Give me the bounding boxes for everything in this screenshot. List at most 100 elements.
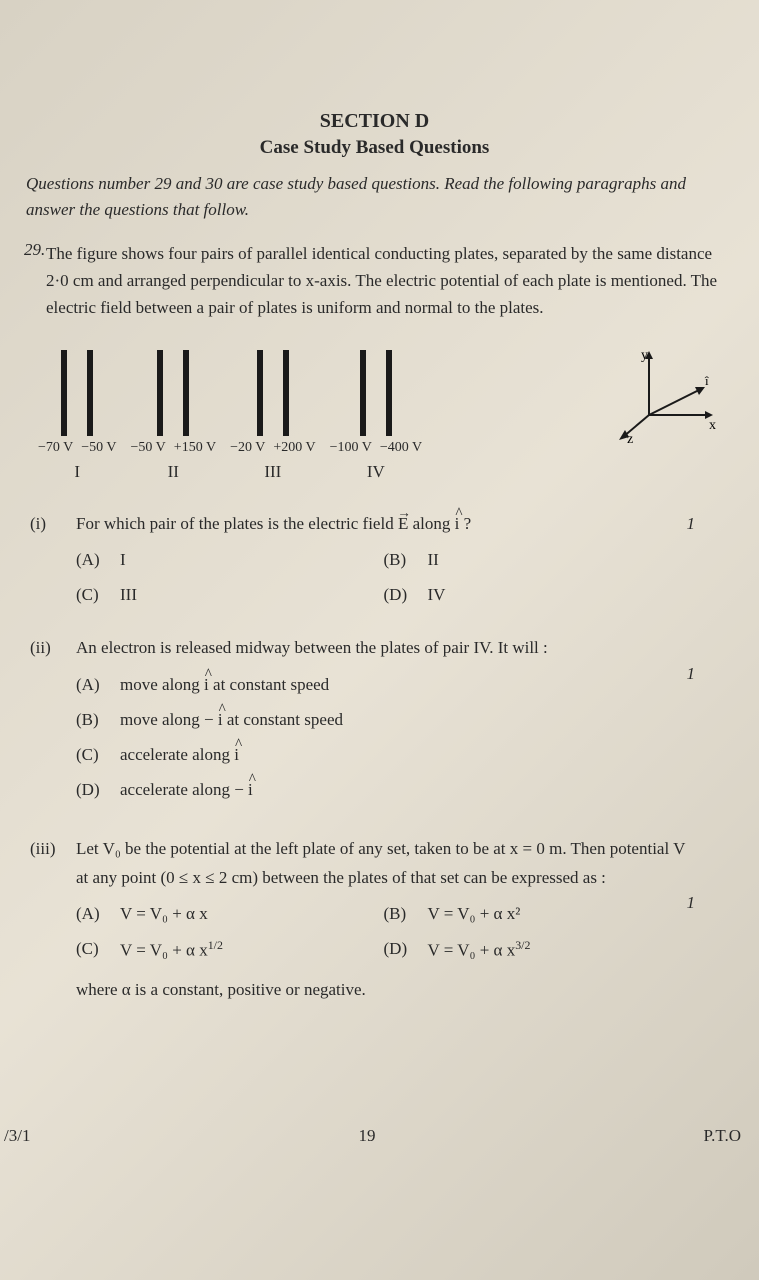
option-letter: (B) [384, 546, 414, 575]
option-text: accelerate along − [120, 780, 248, 799]
page-number: 19 [358, 1126, 375, 1146]
axis-z-label: z [627, 432, 633, 445]
marks: 1 [687, 510, 696, 539]
sub-question-iii: (iii) Let V₀ be the potential at the lef… [20, 835, 729, 1005]
option-letter: (D) [384, 935, 414, 966]
option-c: (C) accelerate along i [76, 741, 691, 770]
sub-question-ii: (ii) An electron is released midway betw… [20, 634, 729, 810]
voltage-label: +150 V [174, 440, 216, 456]
footer-right: P.T.O [704, 1126, 741, 1146]
unit-i: i [204, 675, 209, 694]
plate [157, 350, 163, 436]
option-text: III [120, 581, 137, 610]
plates-diagram: −70 V −50 V I −50 V +150 V II −20 V +200 V … [20, 338, 729, 488]
option-text: II [428, 546, 439, 575]
q-text: ? [464, 514, 472, 533]
unit-i: i [218, 710, 223, 729]
option-text: at constant speed [223, 710, 343, 729]
option-sup: 3/2 [515, 938, 530, 952]
plate [257, 350, 263, 436]
pair-1: −70 V −50 V I [38, 344, 117, 482]
option-letter: (C) [76, 935, 106, 966]
plate [183, 350, 189, 436]
option-a: (A) I [76, 546, 384, 575]
option-c: (C) III [76, 581, 384, 610]
option-text: IV [428, 581, 446, 610]
option-letter: (D) [76, 776, 106, 805]
axis-x-label: x [709, 418, 716, 433]
option-letter: (A) [76, 900, 106, 929]
coordinate-axes: y x î z [609, 345, 719, 450]
option-c: (C) V = V₀ + α x1/2 [76, 935, 384, 966]
section-title: SECTION D [20, 110, 729, 133]
pair-label: III [264, 462, 281, 482]
voltage-label: −100 V [330, 440, 372, 456]
page-footer: /3/1 19 P.T.O [0, 1126, 759, 1146]
option-sup: 1/2 [208, 938, 223, 952]
voltage-label: +200 V [273, 440, 315, 456]
pair-label: I [74, 462, 80, 482]
q-text: Let V₀ be the potential at the left plat… [76, 839, 685, 887]
option-text: I [120, 546, 126, 575]
footer-left: /3/1 [4, 1126, 30, 1146]
pair-label: II [168, 462, 179, 482]
plate [87, 350, 93, 436]
pair-label: IV [367, 462, 385, 482]
option-text: move along − [120, 710, 218, 729]
sub-question-i: (i) For which pair of the plates is the … [20, 510, 729, 611]
marks: 1 [687, 889, 696, 918]
q-text: For which pair of the plates is the elec… [76, 514, 398, 533]
option-text: V = V₀ + α x² [428, 900, 521, 929]
option-text: at constant speed [209, 675, 329, 694]
option-b: (B) II [384, 546, 692, 575]
unit-i: i [455, 514, 460, 533]
sub-number: (ii) [30, 634, 76, 810]
option-text: accelerate along [120, 745, 234, 764]
q-text: An electron is released midway between t… [76, 638, 548, 657]
sub-number: (i) [30, 510, 76, 611]
voltage-label: −50 V [131, 440, 166, 456]
plate [283, 350, 289, 436]
unit-i: i [248, 780, 253, 799]
unit-i: i [234, 745, 239, 764]
instruction-text: Questions number 29 and 30 are case stud… [20, 171, 729, 222]
option-letter: (B) [76, 706, 106, 735]
q-text: along [413, 514, 455, 533]
option-letter: (A) [76, 671, 106, 700]
option-a: (A) V = V₀ + α x [76, 900, 384, 929]
pair-2: −50 V +150 V II [131, 344, 217, 482]
option-b: (B) V = V₀ + α x² [384, 900, 692, 929]
option-letter: (C) [76, 741, 106, 770]
option-letter: (C) [76, 581, 106, 610]
axis-y-label: y [641, 348, 648, 363]
pair-4: −100 V −400 V IV [330, 344, 423, 482]
option-text: V = V₀ + α x [428, 941, 516, 960]
question-number: 29. [24, 240, 45, 260]
pair-3: −20 V +200 V III [230, 344, 316, 482]
voltage-label: −50 V [81, 440, 116, 456]
plate [386, 350, 392, 436]
section-subtitle: Case Study Based Questions [20, 137, 729, 159]
option-letter: (B) [384, 900, 414, 929]
sub-number: (iii) [30, 835, 76, 1005]
option-d: (D) V = V₀ + α x3/2 [384, 935, 692, 966]
vector-E: E [398, 514, 408, 533]
option-b: (B) move along − i at constant speed [76, 706, 691, 735]
option-d: (D) IV [384, 581, 692, 610]
option-text: V = V₀ + α x [120, 941, 208, 960]
option-letter: (D) [384, 581, 414, 610]
question-text: The figure shows four pairs of parallel … [20, 240, 729, 322]
option-d: (D) accelerate along − i [76, 776, 691, 805]
option-a: (A) move along i at constant speed [76, 671, 691, 700]
option-text: move along [120, 675, 204, 694]
plate [61, 350, 67, 436]
voltage-label: −400 V [380, 440, 422, 456]
note-text: where α is a constant, positive or negat… [76, 976, 691, 1005]
axis-i-label: î [704, 373, 709, 388]
option-text: V = V₀ + α x [120, 900, 208, 929]
plate [360, 350, 366, 436]
voltage-label: −20 V [230, 440, 265, 456]
option-letter: (A) [76, 546, 106, 575]
voltage-label: −70 V [38, 440, 73, 456]
marks: 1 [687, 660, 696, 689]
